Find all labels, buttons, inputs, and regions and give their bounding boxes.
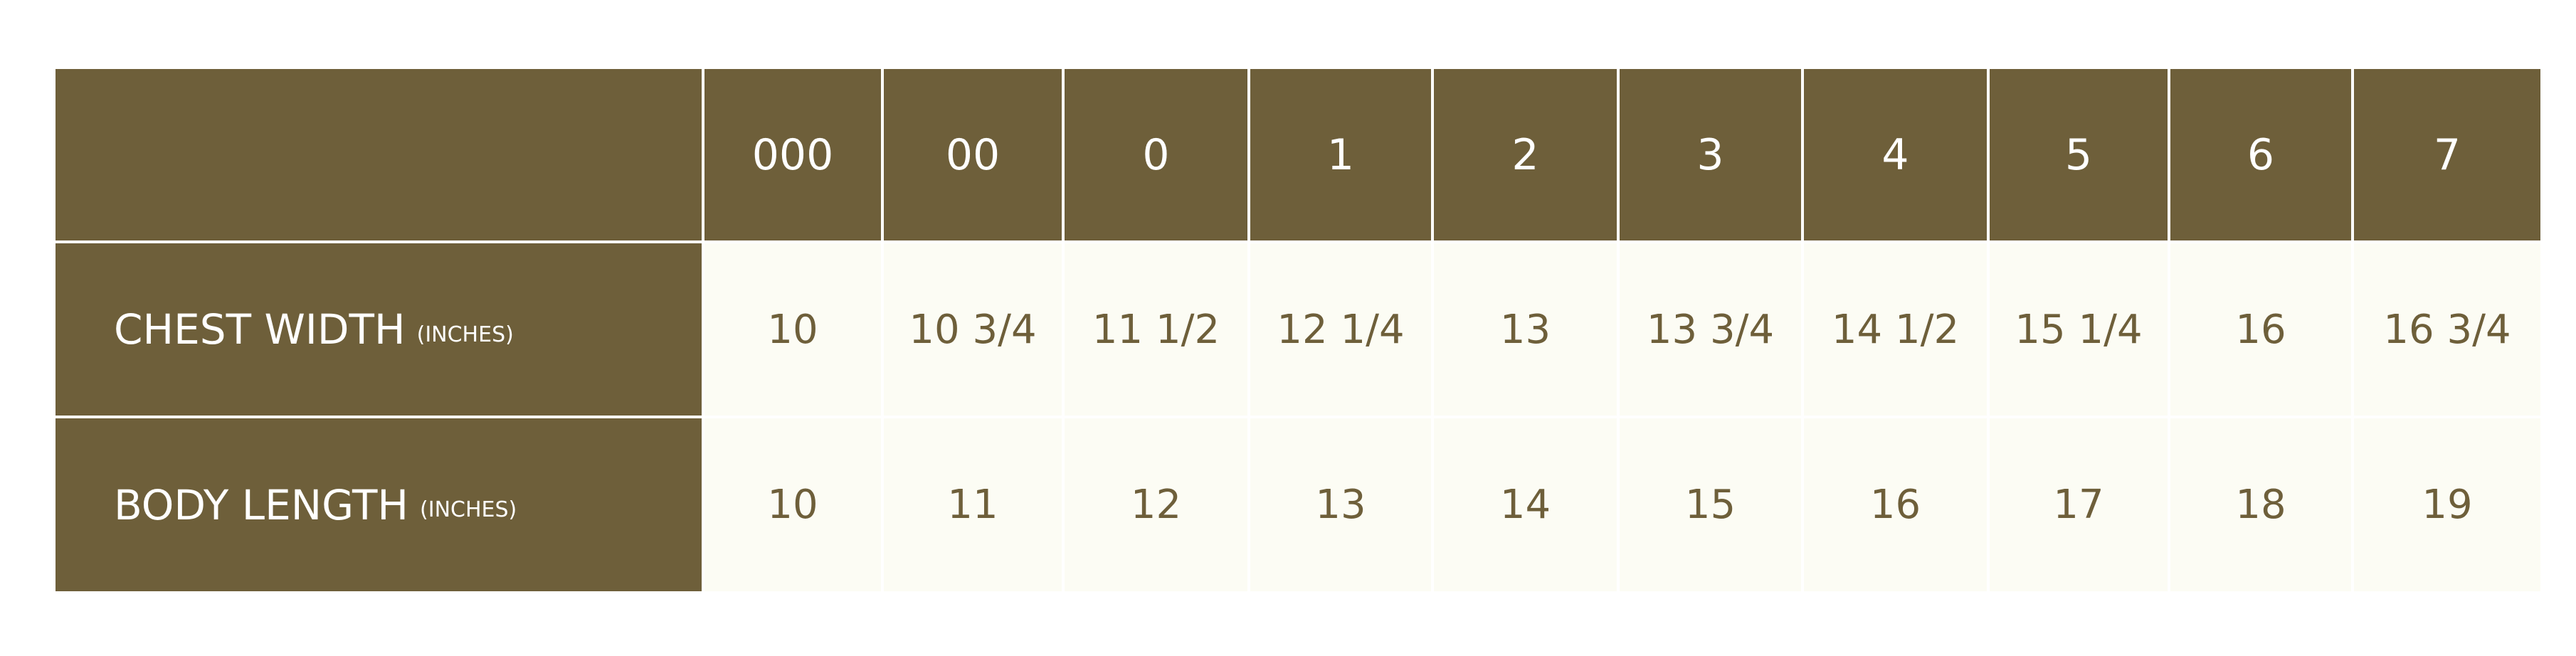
size-value: 11 1/2 <box>1065 243 1247 416</box>
size-value: 15 <box>1620 418 1801 591</box>
size-header: 7 <box>2354 69 2540 240</box>
size-value: 10 <box>704 243 881 416</box>
size-header: 2 <box>1434 69 1617 240</box>
row-unit: (INCHES) <box>420 497 517 522</box>
size-header: 0 <box>1065 69 1247 240</box>
size-value: 13 <box>1434 243 1617 416</box>
size-header: 3 <box>1620 69 1801 240</box>
corner-cell <box>56 69 702 240</box>
row-label: CHEST WIDTH (INCHES) <box>56 243 702 416</box>
size-value: 10 3/4 <box>884 243 1062 416</box>
size-header: 4 <box>1804 69 1987 240</box>
size-value: 16 <box>2170 243 2351 416</box>
size-header: 5 <box>1990 69 2168 240</box>
size-value: 13 3/4 <box>1620 243 1801 416</box>
row-label-text: BODY LENGTH <box>114 480 409 529</box>
size-value: 10 <box>704 418 881 591</box>
row-label: BODY LENGTH (INCHES) <box>56 418 702 591</box>
size-value: 12 <box>1065 418 1247 591</box>
size-header: 00 <box>884 69 1062 240</box>
size-value: 15 1/4 <box>1990 243 2168 416</box>
size-value: 16 3/4 <box>2354 243 2540 416</box>
size-value: 19 <box>2354 418 2540 591</box>
size-value: 16 <box>1804 418 1987 591</box>
row-unit: (INCHES) <box>416 322 514 347</box>
size-value: 18 <box>2170 418 2351 591</box>
size-header: 1 <box>1250 69 1431 240</box>
size-value: 17 <box>1990 418 2168 591</box>
size-header: 6 <box>2170 69 2351 240</box>
size-header: 000 <box>704 69 881 240</box>
size-value: 14 <box>1434 418 1617 591</box>
size-value: 14 1/2 <box>1804 243 1987 416</box>
size-value: 11 <box>884 418 1062 591</box>
size-value: 12 1/4 <box>1250 243 1431 416</box>
row-label-text: CHEST WIDTH <box>114 305 406 354</box>
size-value: 13 <box>1250 418 1431 591</box>
